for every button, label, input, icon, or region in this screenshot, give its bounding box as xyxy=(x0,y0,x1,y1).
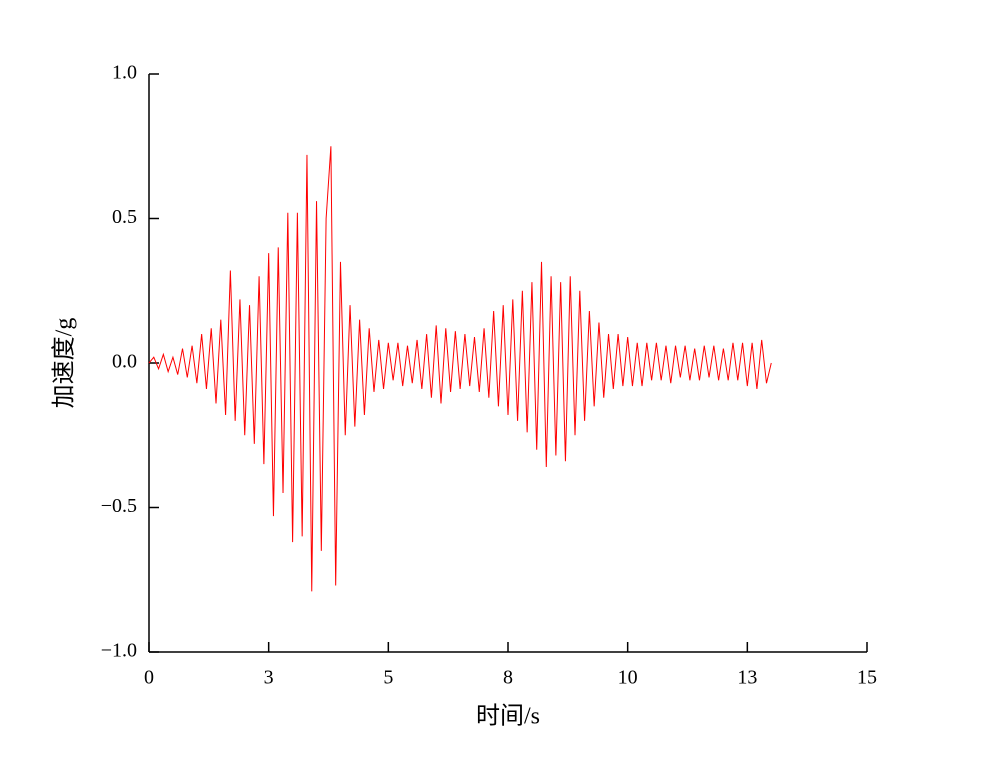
x-tick-label: 10 xyxy=(618,667,638,689)
x-axis-label: 时间/s xyxy=(476,703,540,730)
y-axis-label: 加速度/g xyxy=(51,318,78,409)
signal-line xyxy=(148,146,772,592)
x-tick-label: 0 xyxy=(144,667,154,689)
x-tick-label: 5 xyxy=(383,667,393,689)
y-tick-label: −1.0 xyxy=(101,640,137,662)
y-tick-label: 1.0 xyxy=(112,62,137,84)
x-tick-label: 15 xyxy=(857,667,877,689)
x-tick-label: 8 xyxy=(503,667,513,689)
y-tick-label: 0.0 xyxy=(112,351,137,373)
x-tick-label: 3 xyxy=(264,667,274,689)
y-tick-label: 0.5 xyxy=(112,206,137,228)
x-tick-label: 13 xyxy=(737,667,757,689)
y-tick-label: −0.5 xyxy=(101,495,137,517)
